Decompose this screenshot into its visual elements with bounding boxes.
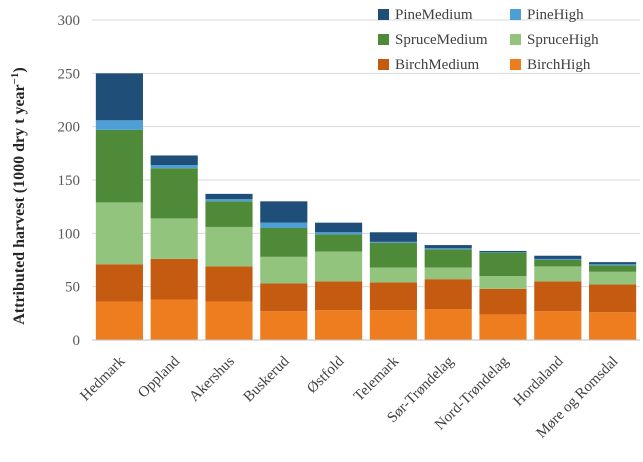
- bar-segment-birchhigh: [369, 310, 417, 340]
- legend-swatch-pinehigh: [510, 9, 521, 20]
- y-axis-title-main: Attributed harvest (1000 dry t year: [11, 84, 28, 324]
- bar-segment-pinehigh: [260, 222, 308, 228]
- bar-segment-pinemedium: [589, 262, 637, 265]
- y-tick-label: 100: [58, 226, 81, 242]
- bar-segment-birchmedium: [424, 279, 472, 310]
- x-tick-label: Hordaland: [511, 353, 567, 409]
- bar-segment-birchmedium: [205, 266, 253, 302]
- legend-label-birchhigh: BirchHigh: [527, 57, 591, 73]
- bar-segment-birchhigh: [205, 301, 253, 340]
- bar-segment-pinemedium: [479, 250, 527, 252]
- legend-swatch-sprucehigh: [510, 34, 521, 45]
- bar-segment-birchhigh: [534, 311, 582, 340]
- bar-segment-pinehigh: [534, 258, 582, 260]
- legend: PineMedium PineHigh SpruceMedium SpruceHigh…: [378, 7, 599, 73]
- bar-segment-birchmedium: [315, 281, 363, 311]
- bar-segment-pinehigh: [369, 241, 417, 243]
- bar-segment-birchhigh: [424, 309, 472, 340]
- bar-segment-pinehigh: [315, 232, 363, 235]
- bar-segment-pinemedium: [369, 232, 417, 242]
- bar-segment-sprucemedium: [424, 249, 472, 268]
- bar-segment-sprucehigh: [424, 267, 472, 280]
- legend-swatch-sprucemedium: [378, 34, 389, 45]
- bar-segment-birchmedium: [534, 281, 582, 312]
- y-axis-title-close: ): [11, 67, 28, 72]
- bar-segment-birchhigh: [150, 299, 198, 340]
- bar-segment-pinehigh: [424, 248, 472, 250]
- bar-segment-sprucemedium: [315, 234, 363, 252]
- bar-segment-birchmedium: [260, 283, 308, 312]
- bar-segment-pinemedium: [315, 222, 363, 233]
- bar-segment-pinemedium: [205, 193, 253, 200]
- bar-segment-birchmedium: [369, 282, 417, 311]
- bar-segment-pinehigh: [589, 264, 637, 266]
- bar-segment-birchmedium: [150, 258, 198, 300]
- y-tick-label: 0: [73, 333, 81, 349]
- x-tick-label: Hedmark: [77, 353, 128, 404]
- x-axis-category-labels: Hedmark Oppland Akershus Buskerud Østfold Tel…: [77, 353, 621, 441]
- bar-segment-sprucehigh: [95, 202, 143, 265]
- y-tick-label: 300: [58, 13, 81, 29]
- bar-segment-birchhigh: [260, 311, 308, 340]
- bar-segment-sprucemedium: [534, 260, 582, 267]
- y-axis-title-superscript: −1: [9, 73, 21, 85]
- y-axis-title: Attributed harvest (1000 dry t year−1): [9, 67, 28, 325]
- x-tick-label: Oppland: [135, 353, 183, 401]
- bar-segment-sprucemedium: [369, 242, 417, 268]
- y-tick-label: 150: [58, 173, 81, 189]
- bar-segment-sprucehigh: [205, 226, 253, 267]
- bar-segment-sprucemedium: [589, 265, 637, 272]
- y-tick-label: 200: [58, 120, 81, 136]
- bar-segment-pinemedium: [150, 155, 198, 166]
- legend-label-pinemedium: PineMedium: [395, 7, 473, 23]
- bar-segment-sprucemedium: [95, 129, 143, 203]
- x-tick-label: Akershus: [186, 353, 237, 404]
- bar-segment-sprucehigh: [150, 218, 198, 259]
- legend-label-sprucemedium: SpruceMedium: [395, 32, 488, 48]
- bar-segment-sprucehigh: [315, 251, 363, 282]
- bar-segment-birchmedium: [589, 284, 637, 313]
- x-tick-label: Telemark: [351, 353, 403, 405]
- bar-segment-pinehigh: [205, 199, 253, 202]
- bar-segment-pinemedium: [534, 255, 582, 259]
- bar-segment-pinehigh: [95, 120, 143, 130]
- bar-segment-sprucemedium: [150, 168, 198, 219]
- bar-segment-sprucemedium: [260, 228, 308, 257]
- x-tick-label: Østfold: [304, 353, 347, 396]
- bar-segment-pinemedium: [424, 245, 472, 249]
- bar-segment-sprucehigh: [260, 256, 308, 284]
- bar-segment-sprucehigh: [479, 276, 527, 289]
- bar-segment-sprucehigh: [534, 266, 582, 282]
- legend-swatch-birchhigh: [510, 59, 521, 70]
- legend-swatch-pinemedium: [378, 9, 389, 20]
- x-tick-label: Buskerud: [241, 353, 293, 405]
- bar-segment-sprucehigh: [369, 267, 417, 283]
- bar-segment-sprucemedium: [479, 252, 527, 276]
- bar-segment-pinemedium: [260, 201, 308, 223]
- bar-segment-pinemedium: [95, 73, 143, 121]
- bar-segment-birchhigh: [315, 310, 363, 340]
- bar-segment-birchhigh: [479, 314, 527, 340]
- legend-swatch-birchmedium: [378, 59, 389, 70]
- legend-label-birchmedium: BirchMedium: [395, 57, 479, 73]
- legend-label-pinehigh: PineHigh: [527, 7, 584, 23]
- bar-segment-birchhigh: [589, 312, 637, 340]
- bar-segment-pinehigh: [150, 165, 198, 169]
- y-tick-label: 250: [58, 66, 81, 82]
- bars: [95, 73, 637, 340]
- bar-segment-pinehigh: [479, 252, 527, 253]
- bar-segment-sprucemedium: [205, 201, 253, 227]
- bar-segment-birchhigh: [95, 301, 143, 340]
- legend-label-sprucehigh: SpruceHigh: [527, 32, 599, 48]
- bar-segment-sprucehigh: [589, 271, 637, 285]
- bar-segment-birchmedium: [95, 264, 143, 302]
- y-axis-ticks: 0 50 100 150 200 250 300: [58, 13, 81, 349]
- y-tick-label: 50: [65, 280, 80, 296]
- bar-segment-birchmedium: [479, 288, 527, 315]
